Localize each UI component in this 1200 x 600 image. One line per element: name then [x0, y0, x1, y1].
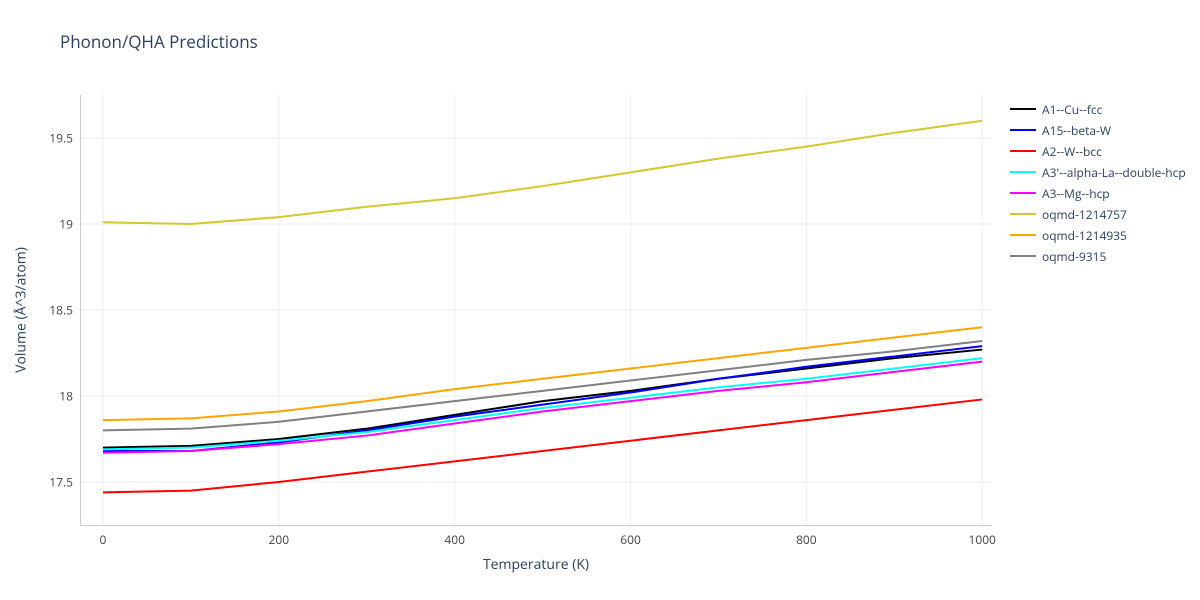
y-tick: 18 — [59, 388, 73, 405]
legend-swatch — [1010, 213, 1036, 215]
x-tick: 800 — [796, 531, 817, 548]
legend-label: oqmd-1214757 — [1042, 206, 1127, 223]
legend: A1--Cu--fcc A15--beta-W A2--W--bcc A3'--alp… — [1010, 100, 1186, 268]
series-line[interactable] — [103, 121, 982, 224]
series-line[interactable] — [103, 346, 982, 451]
legend-swatch — [1010, 255, 1036, 257]
legend-swatch — [1010, 150, 1036, 152]
series-line[interactable] — [103, 350, 982, 448]
legend-swatch — [1010, 171, 1036, 173]
legend-swatch — [1010, 192, 1036, 194]
legend-item[interactable]: oqmd-1214935 — [1010, 226, 1186, 244]
legend-item[interactable]: A3--Mg--hcp — [1010, 184, 1186, 202]
legend-swatch — [1010, 234, 1036, 236]
y-axis-label: Volume (Å^3/atom) — [12, 247, 31, 373]
plot-area: Temperature (K) Volume (Å^3/atom) 020040… — [80, 95, 991, 526]
legend-label: oqmd-1214935 — [1042, 227, 1127, 244]
x-axis-label: Temperature (K) — [483, 555, 589, 574]
chart-container: Phonon/QHA Predictions Temperature (K) V… — [0, 0, 1200, 600]
x-tick: 200 — [269, 531, 290, 548]
y-tick: 19.5 — [49, 130, 73, 147]
y-tick: 18.5 — [49, 302, 73, 319]
legend-item[interactable]: oqmd-1214757 — [1010, 205, 1186, 223]
legend-item[interactable]: A3'--alpha-La--double-hcp — [1010, 163, 1186, 181]
series-line[interactable] — [103, 341, 982, 430]
legend-swatch — [1010, 129, 1036, 131]
chart-title: Phonon/QHA Predictions — [60, 30, 258, 53]
legend-label: A3--Mg--hcp — [1042, 185, 1110, 202]
x-tick: 400 — [444, 531, 465, 548]
legend-swatch — [1010, 108, 1036, 110]
y-tick: 17.5 — [49, 474, 73, 491]
legend-label: A1--Cu--fcc — [1042, 101, 1102, 118]
x-tick: 1000 — [968, 531, 995, 548]
y-tick: 19 — [59, 216, 73, 233]
legend-item[interactable]: A1--Cu--fcc — [1010, 100, 1186, 118]
plot-svg — [81, 95, 991, 525]
legend-label: oqmd-9315 — [1042, 248, 1106, 265]
legend-item[interactable]: A2--W--bcc — [1010, 142, 1186, 160]
legend-label: A15--beta-W — [1042, 122, 1111, 139]
legend-label: A3'--alpha-La--double-hcp — [1042, 164, 1186, 181]
x-tick: 600 — [620, 531, 641, 548]
x-tick: 0 — [100, 531, 107, 548]
legend-item[interactable]: oqmd-9315 — [1010, 247, 1186, 265]
legend-item[interactable]: A15--beta-W — [1010, 121, 1186, 139]
legend-label: A2--W--bcc — [1042, 143, 1102, 160]
